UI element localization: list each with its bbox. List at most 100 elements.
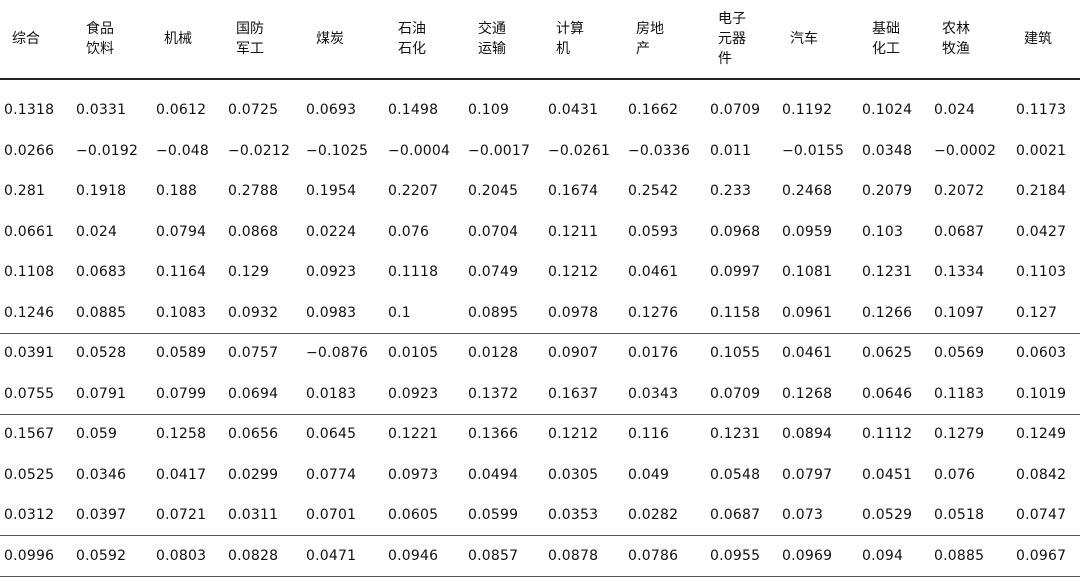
- table-cell: 0.0548: [710, 467, 761, 483]
- table-cell: 0.0331: [76, 102, 127, 118]
- table-row: 0.1246 0.0885 0.1083 0.0932 0.0983 0.1 0.0895 0…: [0, 293, 1080, 334]
- table-cell: 0.0946: [388, 548, 439, 564]
- table-cell: 0.129: [228, 264, 270, 280]
- table-cell: 0.1276: [628, 305, 679, 321]
- table-cell: 0.094: [862, 548, 904, 564]
- table-cell: 0.0021: [1016, 143, 1067, 159]
- table-cell: 0.0907: [548, 345, 599, 361]
- table-cell: 0.0803: [156, 548, 207, 564]
- table-cell: 0.109: [468, 102, 510, 118]
- table-cell: 0.1954: [306, 183, 357, 199]
- table-cell: 0.0694: [228, 386, 279, 402]
- table-cell: 0.0709: [710, 102, 761, 118]
- table-cell: 0.0973: [388, 467, 439, 483]
- table-cell: 0.0451: [862, 467, 913, 483]
- column-header: 建筑: [1024, 31, 1052, 47]
- table-cell: 0.0923: [306, 264, 357, 280]
- table-cell: 0.0525: [4, 467, 55, 483]
- table-cell: 0.0625: [862, 345, 913, 361]
- table-cell: 0.1246: [4, 305, 55, 321]
- table-cell: 0.0725: [228, 102, 279, 118]
- table-cell: 0.0593: [628, 224, 679, 240]
- table-cell: 0.2207: [388, 183, 439, 199]
- table-cell: 0.0397: [76, 507, 127, 523]
- table-cell: 0.0693: [306, 102, 357, 118]
- table-cell: 0.2542: [628, 183, 679, 199]
- table-cell: 0.2045: [468, 183, 519, 199]
- table-row: 0.1318 0.0331 0.0612 0.0725 0.0693 0.1498 0.10…: [0, 90, 1080, 130]
- table-cell: −0.0017: [468, 143, 531, 159]
- table-cell: 0.2079: [862, 183, 913, 199]
- column-header: 计算 机: [556, 21, 584, 57]
- table-cell: 0.0842: [1016, 467, 1067, 483]
- table-cell: 0.1103: [1016, 264, 1067, 280]
- table-cell: 0.0312: [4, 507, 55, 523]
- table-cell: −0.0876: [306, 345, 369, 361]
- table-header-row: 综合 食品 饮料 机械 国防 军工 煤炭 石油 石化 交通 运输 计算 机 房地…: [0, 0, 1080, 80]
- table-cell: 0.0704: [468, 224, 519, 240]
- table-cell: 0.0431: [548, 102, 599, 118]
- table-cell: 0.0605: [388, 507, 439, 523]
- table-cell: 0.0461: [782, 345, 833, 361]
- table-cell: 0.281: [4, 183, 46, 199]
- table-cell: 0.0417: [156, 467, 207, 483]
- table-cell: 0.0661: [4, 224, 55, 240]
- column-header: 房地 产: [636, 21, 664, 57]
- table-cell: 0.1173: [1016, 102, 1067, 118]
- table-cell: −0.0261: [548, 143, 611, 159]
- table-cell: 0.1268: [782, 386, 833, 402]
- table-row: 0.281 0.1918 0.188 0.2788 0.1954 0.2207 0.2045…: [0, 171, 1080, 211]
- table-cell: 0.1081: [782, 264, 833, 280]
- table-row: 0.0525 0.0346 0.0417 0.0299 0.0774 0.0973 0.04…: [0, 455, 1080, 495]
- table-cell: 0.1083: [156, 305, 207, 321]
- table-cell: 0.1498: [388, 102, 439, 118]
- table-cell: 0.1164: [156, 264, 207, 280]
- table-cell: 0.0955: [710, 548, 761, 564]
- table-cell: 0.0656: [228, 426, 279, 442]
- table-row: 0.0312 0.0397 0.0721 0.0311 0.0701 0.0605 0.05…: [0, 495, 1080, 536]
- table-cell: 0.0105: [388, 345, 439, 361]
- table-cell: 0.0895: [468, 305, 519, 321]
- table-cell: 0.1249: [1016, 426, 1067, 442]
- table-cell: 0.0786: [628, 548, 679, 564]
- table-cell: 0.1258: [156, 426, 207, 442]
- table-cell: 0.0961: [782, 305, 833, 321]
- table-cell: 0.0774: [306, 467, 357, 483]
- table-cell: −0.048: [156, 143, 210, 159]
- table-cell: 0.0799: [156, 386, 207, 402]
- table-cell: 0.1212: [548, 426, 599, 442]
- table-cell: 0.1211: [548, 224, 599, 240]
- column-header: 机械: [164, 31, 192, 47]
- table-cell: 0.1637: [548, 386, 599, 402]
- table-cell: 0.1097: [934, 305, 985, 321]
- table-cell: 0.127: [1016, 305, 1058, 321]
- table-cell: 0.1118: [388, 264, 439, 280]
- table-cell: 0.0797: [782, 467, 833, 483]
- table-cell: 0.0224: [306, 224, 357, 240]
- column-header: 煤炭: [316, 31, 344, 47]
- table-cell: 0.0868: [228, 224, 279, 240]
- table-cell: 0.0266: [4, 143, 55, 159]
- column-header: 基础 化工: [872, 21, 900, 57]
- table-cell: 0.0967: [1016, 548, 1067, 564]
- column-header: 石油 石化: [398, 21, 426, 57]
- table-row: 0.0996 0.0592 0.0803 0.0828 0.0471 0.0946 0.08…: [0, 536, 1080, 577]
- table-cell: 0.2788: [228, 183, 279, 199]
- table-cell: 0.0528: [76, 345, 127, 361]
- table-cell: 0.0282: [628, 507, 679, 523]
- table-cell: 0.0687: [710, 507, 761, 523]
- table-cell: −0.0004: [388, 143, 451, 159]
- table-cell: 0.0461: [628, 264, 679, 280]
- table-cell: 0.1662: [628, 102, 679, 118]
- table-cell: 0.1192: [782, 102, 833, 118]
- table-cell: 0.0427: [1016, 224, 1067, 240]
- table-cell: 0.1318: [4, 102, 55, 118]
- column-header: 农林 牧渔: [942, 21, 970, 57]
- table-cell: 0.011: [710, 143, 752, 159]
- table-cell: 0.0176: [628, 345, 679, 361]
- column-header: 电子 元器 件: [718, 11, 746, 67]
- table-cell: 0.0923: [388, 386, 439, 402]
- table-cell: 0.0645: [306, 426, 357, 442]
- table-cell: 0.1019: [1016, 386, 1067, 402]
